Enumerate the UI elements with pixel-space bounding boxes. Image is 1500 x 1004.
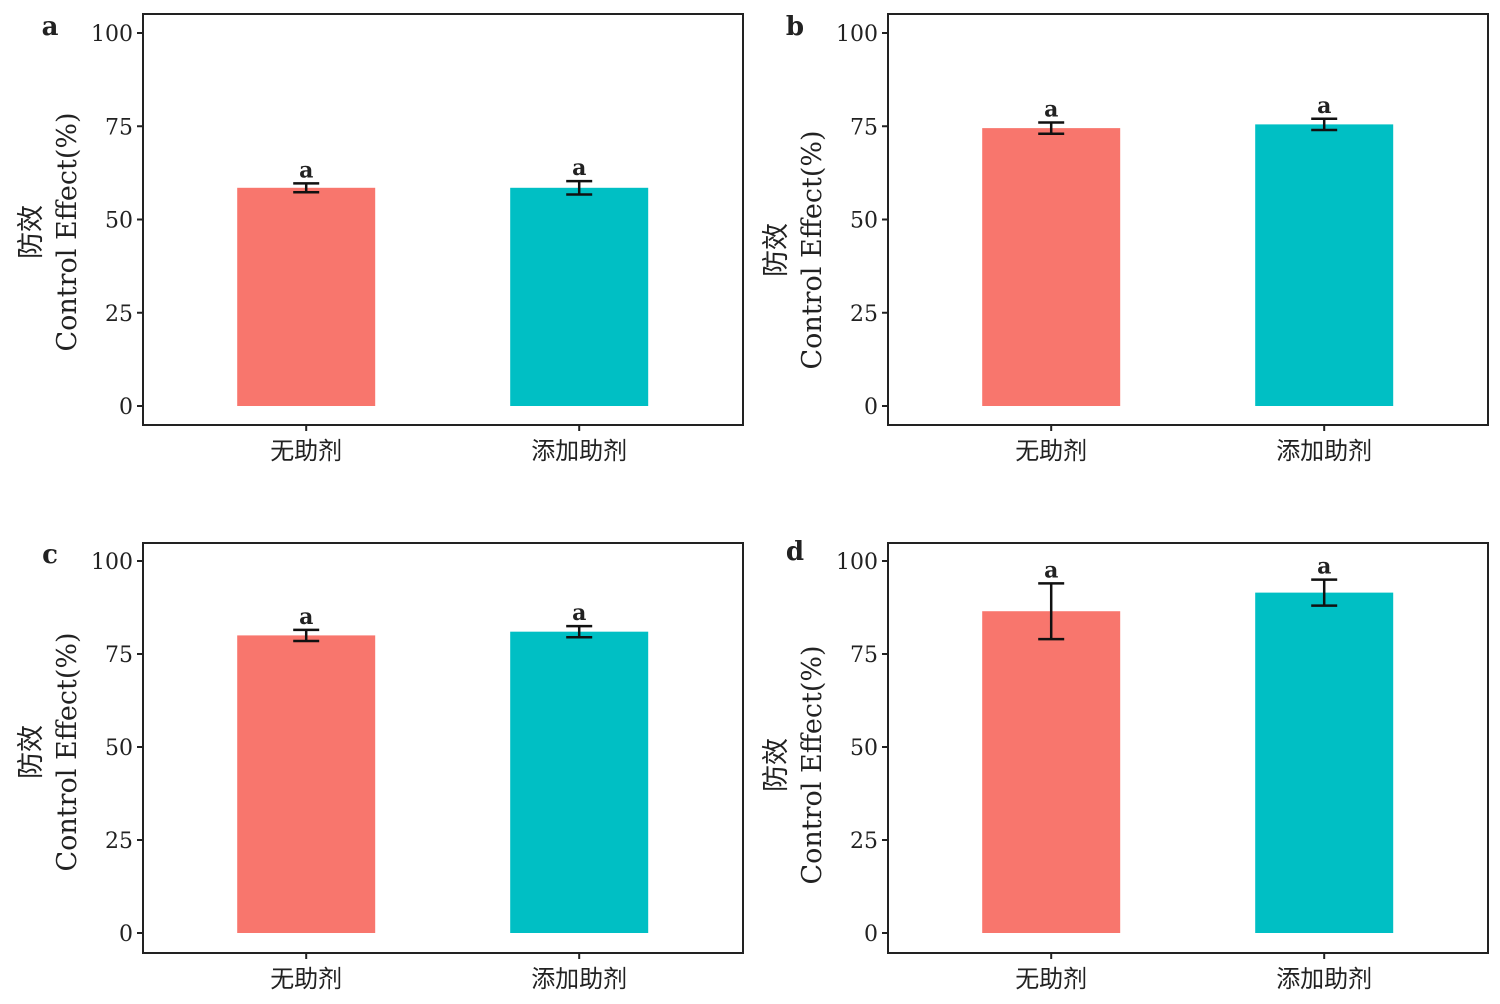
y-axis-label-en: Control Effect(%): [797, 130, 828, 369]
y-tick-label: 75: [850, 643, 878, 668]
y-tick-label: 50: [850, 209, 878, 234]
plot-frame: [142, 13, 744, 426]
y-axis-label-en: Control Effect(%): [52, 112, 83, 351]
panel-label: d: [786, 537, 804, 567]
chart-panel-a: a 0 25 50 75 100 防效 Control Effect(%) a 无助剂 a 添加助剂: [16, 12, 744, 465]
y-tick-label: 0: [864, 395, 878, 420]
y-tick-label: 50: [105, 736, 133, 761]
y-tick-label: 100: [836, 22, 878, 47]
x-tick-label: 添加助剂: [531, 437, 627, 465]
y-tick-label: 100: [836, 550, 878, 575]
x-tick-label: 无助剂: [270, 437, 342, 465]
bar-with-adjuvant: [1255, 592, 1394, 933]
y-axis-label-en: Control Effect(%): [797, 645, 828, 884]
x-tick-label: 无助剂: [1015, 965, 1087, 993]
y-axis-label-cn: 防效: [16, 725, 47, 779]
significance-letter: a: [299, 157, 313, 183]
significance-letter: a: [1044, 97, 1058, 123]
panel-label: a: [42, 12, 59, 42]
chart-panel-b: b 0 25 50 75 100 防效 Control Effect(%) a 无助剂 a 添加助剂: [761, 12, 1489, 465]
y-tick-label: 25: [105, 829, 133, 854]
bar-with-adjuvant: [510, 187, 649, 406]
significance-letter: a: [299, 604, 313, 630]
y-tick-label: 75: [850, 115, 878, 140]
y-tick-label: 75: [105, 115, 133, 140]
y-tick-label: 50: [105, 209, 133, 234]
bar-no-adjuvant: [237, 635, 376, 933]
y-tick-label: 100: [91, 550, 133, 575]
chart-panel-d: d 0 25 50 75 100 防效 Control Effect(%) a 无助剂 a 添加助剂: [761, 537, 1489, 993]
bar-with-adjuvant: [510, 631, 649, 933]
y-tick-label: 0: [119, 922, 133, 947]
panel-label: b: [786, 12, 804, 42]
plot-frame: [887, 542, 1489, 954]
significance-letter: a: [1317, 554, 1331, 580]
y-axis-label-cn: 防效: [761, 223, 792, 277]
bar-no-adjuvant: [237, 187, 376, 406]
significance-letter: a: [572, 600, 586, 626]
bar-with-adjuvant: [1255, 124, 1394, 406]
x-tick-label: 添加助剂: [531, 965, 627, 993]
y-tick-label: 0: [864, 922, 878, 947]
y-tick-label: 50: [850, 736, 878, 761]
y-tick-label: 0: [119, 395, 133, 420]
x-tick-label: 无助剂: [1015, 437, 1087, 465]
y-axis-label-en: Control Effect(%): [52, 632, 83, 871]
y-tick-label: 25: [850, 829, 878, 854]
plot-frame: [887, 13, 1489, 426]
significance-letter: a: [1317, 93, 1331, 119]
y-tick-label: 25: [850, 302, 878, 327]
significance-letter: a: [572, 155, 586, 181]
bar-no-adjuvant: [982, 611, 1121, 933]
y-axis-label-cn: 防效: [761, 738, 792, 792]
x-tick-label: 无助剂: [270, 965, 342, 993]
y-tick-label: 75: [105, 643, 133, 668]
y-tick-label: 100: [91, 22, 133, 47]
x-tick-label: 添加助剂: [1276, 965, 1372, 993]
x-tick-label: 添加助剂: [1276, 437, 1372, 465]
significance-letter: a: [1044, 557, 1058, 583]
bar-no-adjuvant: [982, 128, 1121, 407]
panel-label: c: [42, 540, 58, 570]
y-axis-label-cn: 防效: [16, 205, 47, 259]
chart-panel-c: c 0 25 50 75 100 防效 Control Effect(%) a 无助剂 a 添加助剂: [16, 540, 744, 993]
plot-frame: [142, 542, 744, 954]
y-tick-label: 25: [105, 302, 133, 327]
